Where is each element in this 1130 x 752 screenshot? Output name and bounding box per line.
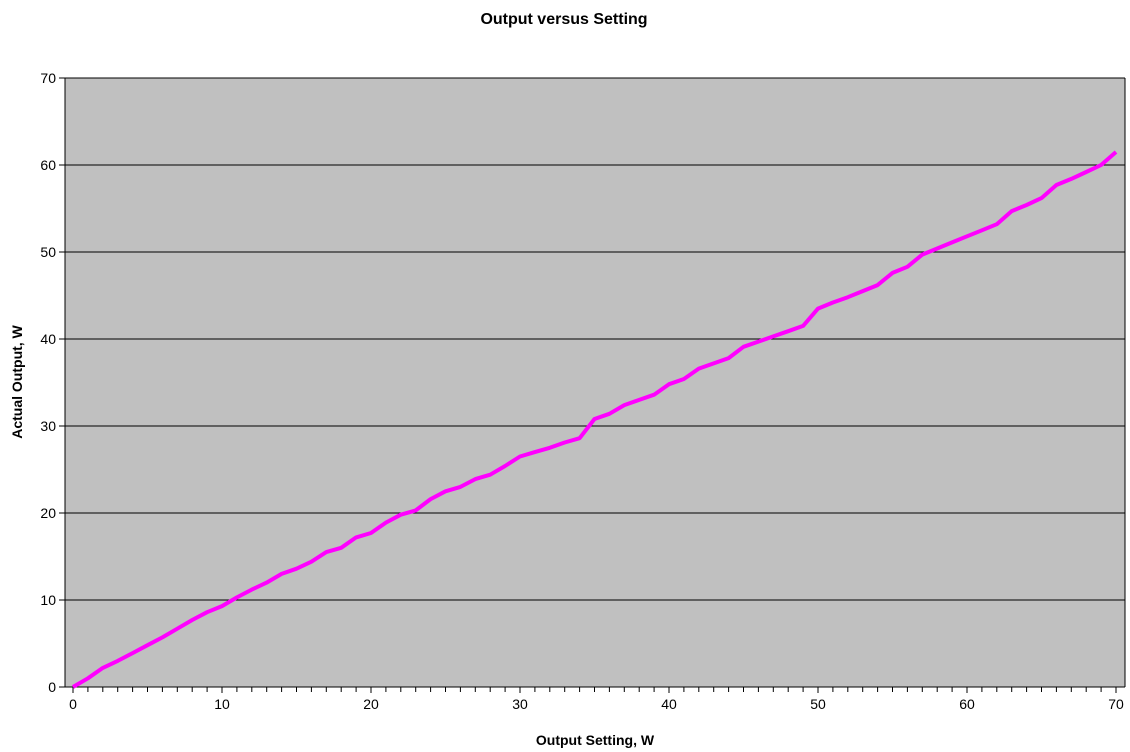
gridlines [65,77,1125,601]
y-tick-label: 20 [40,505,56,521]
y-tick-label: 40 [40,331,56,347]
y-tick-label: 30 [40,418,56,434]
x-tick-label: 60 [959,696,975,712]
x-tick-label: 40 [661,696,677,712]
x-axis-label: Output Setting, W [536,732,655,748]
series-line [71,150,1118,689]
x-tick-label: 50 [810,696,826,712]
y-tick-label: 70 [40,70,56,86]
series-group [71,150,1118,689]
plot-area [65,78,1125,687]
x-tick-label: 70 [1108,696,1124,712]
y-ticks: 0 10 20 30 40 50 60 70 [40,70,65,695]
x-tick-label: 10 [214,696,230,712]
x-tick-label: 0 [69,696,77,712]
y-tick-label: 10 [40,592,56,608]
chart-title: Output versus Setting [480,11,647,28]
y-tick-label: 50 [40,244,56,260]
y-axis-label: Actual Output, W [9,324,25,438]
y-tick-label: 0 [48,679,56,695]
x-tick-label: 30 [512,696,528,712]
x-tick-label: 20 [363,696,379,712]
y-tick-label: 60 [40,157,56,173]
x-ticks: 0 10 20 30 40 50 60 70 [69,687,1124,712]
